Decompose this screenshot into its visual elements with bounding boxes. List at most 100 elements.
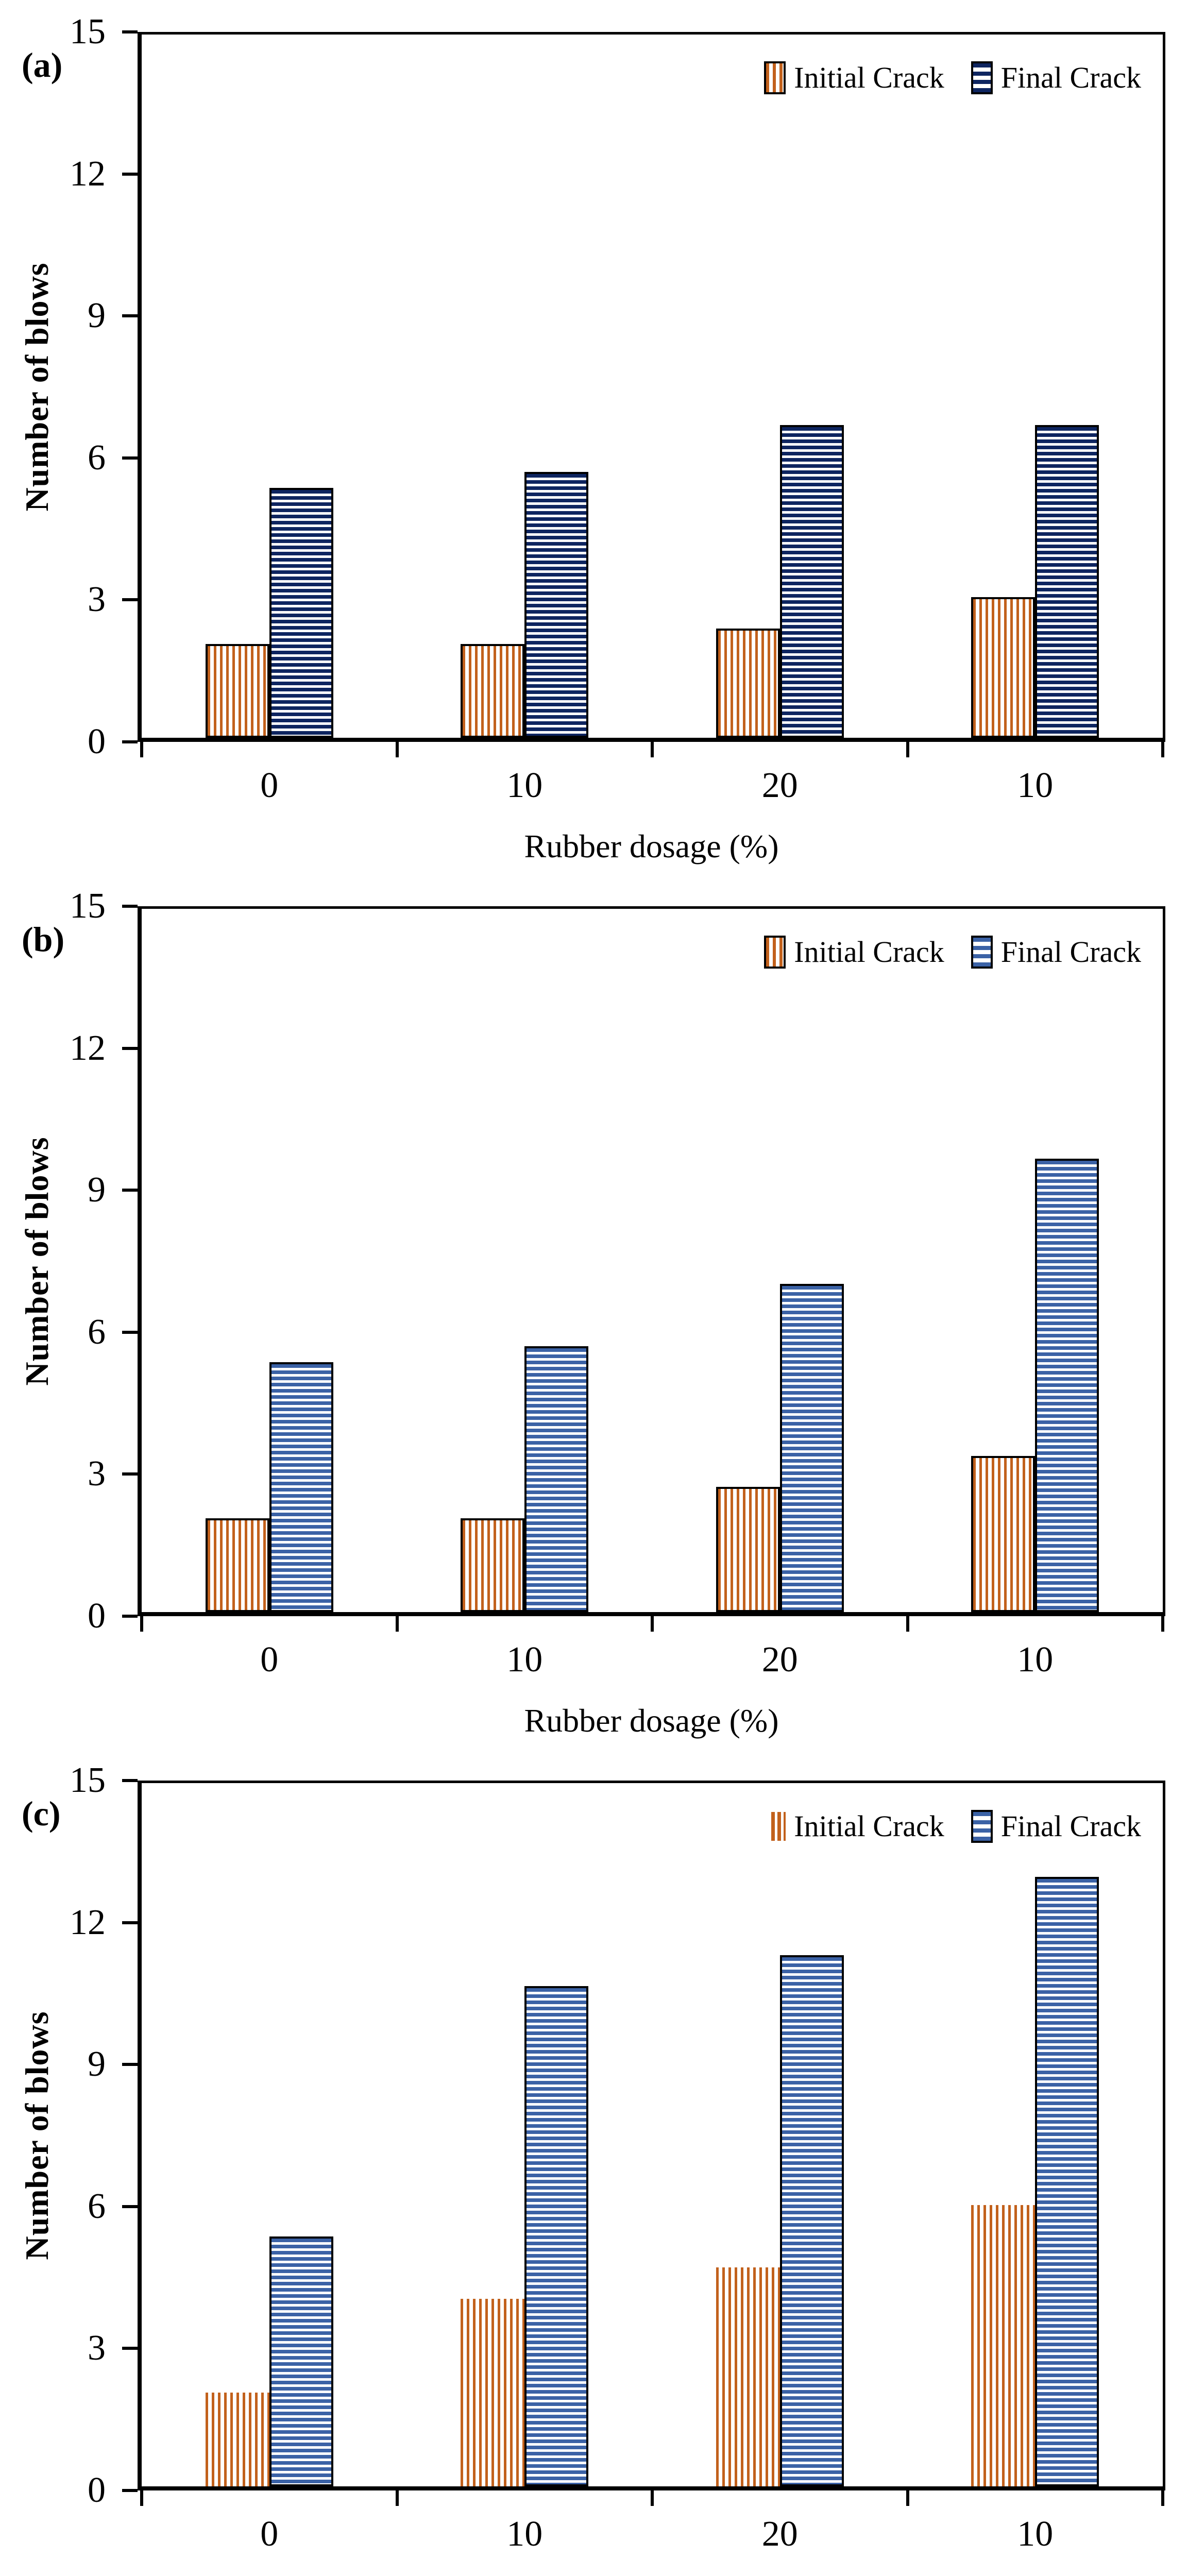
bar-final-crack (779, 425, 844, 738)
y-axis-tick (122, 2489, 138, 2492)
bar-initial-crack (461, 2299, 525, 2486)
x-axis-tick (1161, 2490, 1164, 2506)
y-tick-label: 0 (88, 722, 106, 761)
bar-initial-crack (205, 1518, 269, 1612)
x-tick-label: 10 (1017, 2514, 1054, 2554)
x-axis-tick (395, 1616, 399, 1632)
bar-final-crack (779, 1284, 844, 1612)
y-tick-label: 12 (70, 1902, 106, 1942)
panel-label: (b) (22, 920, 65, 959)
chart-panel-a: (a) Number of blows Initial Crack Final C… (0, 0, 1188, 874)
x-axis-tick (906, 1616, 909, 1632)
y-axis-tick (122, 740, 138, 743)
bar-initial-crack (971, 597, 1036, 738)
bar-initial-crack (205, 2393, 269, 2486)
chart-panel-b: (b) Number of blows Initial Crack Final C… (0, 874, 1188, 1749)
y-tick-label: 3 (88, 580, 106, 620)
legend-swatch-initial-crack-icon (771, 1812, 786, 1841)
y-tick-label: 9 (88, 296, 106, 336)
bar-final-crack (524, 1346, 589, 1612)
legend-entry: Initial Crack (771, 1811, 944, 1841)
plot-area: Initial Crack Final Crack (122, 30, 1165, 757)
legend-label: Final Crack (1000, 1809, 1141, 1843)
x-axis-tick (651, 742, 654, 757)
y-axis-tick (122, 905, 138, 908)
legend-entry: Final Crack (971, 61, 1141, 94)
y-axis-tick (122, 30, 138, 33)
panel-label: (c) (22, 1794, 61, 1833)
legend-swatch-final-crack-icon (971, 61, 993, 94)
y-axis-tick (122, 1189, 138, 1192)
x-axis-tick (140, 742, 143, 757)
x-tick-label: 20 (761, 766, 798, 805)
bar-initial-crack (716, 1487, 780, 1612)
y-axis-tick (122, 1330, 138, 1334)
x-axis-tick (651, 1616, 654, 1632)
bar-final-crack (1035, 1877, 1099, 2486)
x-tick-label: 10 (506, 766, 543, 805)
y-tick-label: 15 (70, 886, 106, 926)
y-tick-label: 3 (88, 2328, 106, 2368)
x-tick-label: 0 (260, 766, 279, 805)
x-axis-tick (140, 1616, 143, 1632)
legend-swatch-initial-crack-icon (764, 936, 786, 969)
y-axis-tick (122, 2205, 138, 2208)
y-tick-label: 0 (88, 1596, 106, 1636)
bar-final-crack (524, 1986, 589, 2486)
y-axis-tick (122, 2347, 138, 2350)
y-tick-label: 0 (88, 2470, 106, 2510)
legend-entry: Final Crack (971, 1810, 1141, 1843)
bar-initial-crack (971, 2205, 1036, 2486)
bar-initial-crack (716, 629, 780, 738)
legend-label: Initial Crack (794, 1809, 944, 1843)
x-tick-label: 0 (260, 2514, 279, 2554)
x-axis-tick (906, 2490, 909, 2506)
y-tick-label: 3 (88, 1454, 106, 1494)
y-tick-label: 9 (88, 2044, 106, 2084)
y-axis-tick (122, 1921, 138, 1924)
bar-final-crack (269, 2236, 333, 2486)
x-axis-title: Rubber dosage (%) (524, 1702, 779, 1739)
x-tick-label: 10 (1017, 766, 1054, 805)
legend-entry: Initial Crack (764, 61, 944, 94)
legend-label: Final Crack (1000, 935, 1141, 969)
y-axis-tick (122, 2063, 138, 2066)
x-axis-tick (1161, 1616, 1164, 1632)
y-tick-label: 9 (88, 1170, 106, 1210)
chart-panel-c: (c) Number of blows Initial Crack Final C… (0, 1749, 1188, 2576)
legend-label: Final Crack (1000, 61, 1141, 94)
y-tick-label: 15 (70, 12, 106, 52)
y-axis-tick (122, 314, 138, 318)
legend: Initial Crack Final Crack (764, 61, 1141, 94)
y-tick-label: 6 (88, 437, 106, 478)
x-tick-label: 10 (506, 1640, 543, 1680)
y-axis-tick (122, 456, 138, 460)
x-tick-label: 20 (761, 1640, 798, 1680)
y-axis-tick (122, 1472, 138, 1476)
bar-initial-crack (716, 2267, 780, 2486)
x-tick-label: 20 (761, 2514, 798, 2554)
y-tick-label: 6 (88, 2186, 106, 2226)
bar-initial-crack (461, 1518, 525, 1612)
x-axis-tick (140, 2490, 143, 2506)
bar-final-crack (269, 488, 333, 738)
legend-swatch-final-crack-icon (971, 1810, 993, 1843)
bar-final-crack (779, 1955, 844, 2486)
legend-swatch-final-crack-icon (971, 936, 993, 969)
x-tick-label: 10 (506, 2514, 543, 2554)
y-tick-label: 15 (70, 1760, 106, 1800)
y-tick-label: 12 (70, 1028, 106, 1068)
y-axis-tick (122, 1615, 138, 1618)
bar-final-crack (524, 472, 589, 738)
bar-initial-crack (461, 644, 525, 738)
legend-swatch-initial-crack-icon (764, 61, 786, 94)
x-axis-tick (906, 742, 909, 757)
legend-label: Initial Crack (794, 61, 944, 94)
y-tick-label: 6 (88, 1312, 106, 1352)
bar-initial-crack (205, 644, 269, 738)
plot-area: Initial Crack Final Crack (122, 905, 1165, 1632)
bar-final-crack (269, 1362, 333, 1612)
x-axis-tick (1161, 742, 1164, 757)
x-tick-label: 0 (260, 1640, 279, 1680)
